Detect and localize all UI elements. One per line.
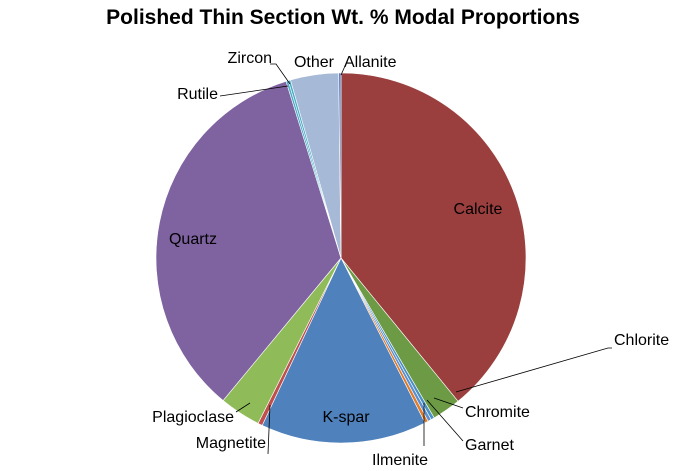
- leader-line-chlorite: [455, 347, 612, 393]
- slice-label-k-spar: K-spar: [322, 409, 370, 426]
- slice-label-calcite: Calcite: [454, 201, 503, 218]
- slice-label-magnetite: Magnetite: [196, 435, 266, 452]
- leader-lines: [219, 63, 612, 455]
- leader-line-zircon: [270, 63, 291, 85]
- chart-title: Polished Thin Section Wt. % Modal Propor…: [106, 6, 580, 29]
- leader-line-rutile: [219, 85, 289, 97]
- slice-label-quartz: Quartz: [169, 231, 217, 248]
- leader-line-allanite: [340, 65, 346, 76]
- slice-label-other: Other: [294, 54, 335, 71]
- slice-label-rutile: Rutile: [177, 86, 218, 103]
- pie-slice-allanite: [338, 72, 342, 259]
- leader-line-magnetite: [267, 404, 271, 455]
- slice-label-chromite: Chromite: [465, 404, 530, 421]
- slice-label-ilmenite: Ilmenite: [372, 452, 428, 469]
- leader-line-garnet: [426, 399, 464, 442]
- pie-slice-calcite: [340, 72, 527, 402]
- slice-label-chlorite: Chlorite: [614, 332, 669, 349]
- slice-label-garnet: Garnet: [465, 437, 514, 454]
- slice-label-zircon: Zircon: [228, 50, 272, 67]
- slice-label-plagioclase: Plagioclase: [152, 409, 234, 426]
- pie-slice-quartz: [155, 80, 342, 401]
- pie-slice-k-spar: [261, 257, 426, 444]
- pie-slices: [155, 72, 527, 444]
- leader-line-plagioclase: [235, 402, 251, 413]
- slice-label-allanite: Allanite: [344, 54, 397, 71]
- slice-labels: Calcite Chlorite Chromite Garnet Ilmenite K-s…: [152, 50, 669, 469]
- leader-line-chromite: [433, 397, 464, 409]
